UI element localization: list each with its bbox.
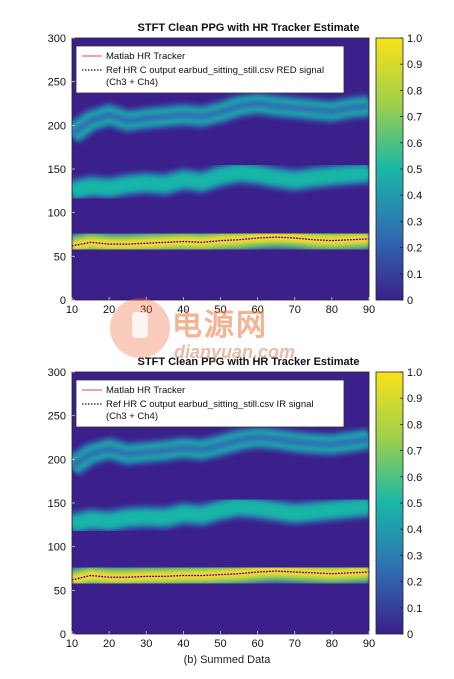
y-tick-label: 250 xyxy=(48,77,66,89)
colorbar-tick-label: 0.4 xyxy=(407,524,422,536)
y-tick-label: 0 xyxy=(60,629,66,641)
x-tick-label: 50 xyxy=(214,638,226,650)
y-tick-label: 50 xyxy=(54,251,66,263)
colorbar-gradient xyxy=(375,371,404,635)
colorbar-tick-label: 0.6 xyxy=(407,138,422,150)
x-tick-label: 90 xyxy=(363,304,375,316)
chart-panel-2: 10 20 30 40 50 60 70 80 90 0 50 100 150 200 250 300 STFT… xyxy=(48,356,423,650)
colorbar-tick-label: 0.7 xyxy=(407,446,422,458)
chart-title: STFT Clean PPG with HR Tracker Estimate xyxy=(138,22,360,34)
legend-label-matlab: Matlab HR Tracker xyxy=(106,385,185,396)
y-tick-label: 0 xyxy=(60,295,66,307)
y-tick-label: 200 xyxy=(48,454,66,466)
colorbar-gradient xyxy=(375,37,404,301)
colorbar: 0 0.1 0.2 0.3 0.4 0.5 0.6 0.7 0.8 0.9 1.0 xyxy=(375,367,422,641)
x-tick-label: 40 xyxy=(177,638,189,650)
y-tick-label: 50 xyxy=(54,585,66,597)
x-tick-label: 30 xyxy=(140,304,152,316)
colorbar-tick-label: 0.8 xyxy=(407,419,422,431)
x-tick-label: 10 xyxy=(66,638,78,650)
band-core xyxy=(72,100,369,137)
legend-label-ref-line1: Ref HR C output earbud_sitting_still.csv… xyxy=(106,399,314,410)
colorbar-tick-label: 0.9 xyxy=(407,393,422,405)
series-line-matlab-hr-tracker xyxy=(71,236,370,247)
colorbar-tick-label: 0.5 xyxy=(407,164,422,176)
x-tick-label: 90 xyxy=(363,638,375,650)
legend-label-matlab: Matlab HR Tracker xyxy=(106,51,185,62)
x-tick-label: 20 xyxy=(103,638,115,650)
y-tick-label: 150 xyxy=(48,498,66,510)
y-tick-label: 300 xyxy=(48,367,66,379)
colorbar-tick-label: 1.0 xyxy=(407,367,422,379)
colorbar-tick-label: 0.2 xyxy=(407,243,422,255)
colorbar-tick-label: 0.1 xyxy=(407,603,422,615)
x-tick-label: 60 xyxy=(252,638,264,650)
chart-panel-1: 10 20 30 40 50 60 70 80 90 0 50 100 150 200 250 300 STFT… xyxy=(48,22,423,316)
x-tick-label: 60 xyxy=(252,304,264,316)
x-tick-label: 80 xyxy=(326,638,338,650)
colorbar-tick-label: 0.4 xyxy=(407,190,422,202)
x-tick-label: 40 xyxy=(177,304,189,316)
colorbar-tick-label: 0.3 xyxy=(407,216,422,228)
legend: Matlab HR Tracker Ref HR C output earbud_… xyxy=(75,45,345,94)
x-tick-label: 20 xyxy=(103,304,115,316)
x-tick-label: 30 xyxy=(140,638,152,650)
colorbar-tick-label: 0.6 xyxy=(407,472,422,484)
colorbar-tick-label: 0.1 xyxy=(407,269,422,281)
series-line-matlab-hr-tracker xyxy=(71,570,370,581)
legend-box xyxy=(75,45,345,94)
x-tick-label: 70 xyxy=(289,304,301,316)
y-tick-label: 300 xyxy=(48,33,66,45)
colorbar: 0 0.1 0.2 0.3 0.4 0.5 0.6 0.7 0.8 0.9 1.0 xyxy=(375,33,422,307)
legend-label-ref: Ref HR C output earbud_sitting_still.csv… xyxy=(106,65,324,88)
band-core xyxy=(72,502,369,528)
colorbar-tick-label: 0.8 xyxy=(407,85,422,97)
colorbar-tick-label: 0.5 xyxy=(407,498,422,510)
x-tick-label: 10 xyxy=(66,304,78,316)
colorbar-tick-label: 0 xyxy=(407,629,413,641)
colorbar-tick-label: 0.3 xyxy=(407,550,422,562)
legend-label-ref-line2: (Ch3 + Ch4) xyxy=(106,411,158,422)
legend-label-ref-line2: (Ch3 + Ch4) xyxy=(106,77,158,88)
figure-caption: (b) Summed Data xyxy=(183,654,271,666)
colorbar-tick-label: 0.2 xyxy=(407,577,422,589)
legend-label-ref-line1: Ref HR C output earbud_sitting_still.csv… xyxy=(106,65,324,76)
x-tick-label: 80 xyxy=(326,304,338,316)
y-tick-label: 250 xyxy=(48,411,66,423)
x-tick-label: 50 xyxy=(214,304,226,316)
colorbar-tick-label: 0.9 xyxy=(407,59,422,71)
legend-label-ref: Ref HR C output earbud_sitting_still.csv… xyxy=(106,399,314,422)
chart-title: STFT Clean PPG with HR Tracker Estimate xyxy=(138,356,360,368)
legend-box xyxy=(75,379,345,428)
colorbar-tick-label: 1.0 xyxy=(407,33,422,45)
legend: Matlab HR Tracker Ref HR C output earbud_… xyxy=(75,379,345,428)
colorbar-tick-label: 0 xyxy=(407,295,413,307)
colorbar-tick-label: 0.7 xyxy=(407,112,422,124)
y-tick-label: 100 xyxy=(48,208,66,220)
y-tick-label: 150 xyxy=(48,164,66,176)
band-core xyxy=(72,168,369,195)
band-core xyxy=(72,434,369,470)
y-tick-label: 200 xyxy=(48,120,66,132)
x-tick-label: 70 xyxy=(289,638,301,650)
y-tick-label: 100 xyxy=(48,542,66,554)
